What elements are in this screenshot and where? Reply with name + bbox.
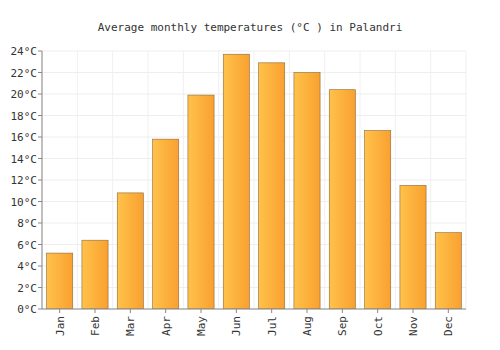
x-tick-mark xyxy=(165,309,166,313)
bar xyxy=(435,233,461,309)
tick-mark xyxy=(38,287,42,288)
y-tick-label: 14°C xyxy=(11,153,38,166)
tick-mark xyxy=(38,158,42,159)
x-tick-label: Jan xyxy=(54,316,67,336)
bar xyxy=(223,54,249,309)
x-tick-mark xyxy=(377,309,378,313)
bar xyxy=(294,73,320,310)
x-axis xyxy=(42,309,466,310)
y-tick-label: 2°C xyxy=(17,282,37,295)
bar xyxy=(259,63,285,309)
y-tick-label: 8°C xyxy=(17,217,37,230)
bar xyxy=(82,240,108,309)
tick-mark xyxy=(38,223,42,224)
bar xyxy=(117,193,143,309)
tick-mark xyxy=(38,266,42,267)
bar xyxy=(153,139,179,309)
x-tick-label: Sep xyxy=(336,316,349,336)
grid-line-v xyxy=(42,51,43,309)
chart: Average monthly temperatures (°C ) in Pa… xyxy=(0,0,500,350)
x-tick-mark xyxy=(413,309,414,313)
tick-mark xyxy=(38,137,42,138)
y-tick-label: 22°C xyxy=(11,67,38,80)
tick-mark xyxy=(38,244,42,245)
bars xyxy=(47,54,462,309)
y-tick-label: 24°C xyxy=(11,45,38,58)
y-tick-label: 18°C xyxy=(11,110,38,123)
grid-line xyxy=(42,94,466,95)
x-tick-label: Jun xyxy=(230,316,243,336)
x-tick-label: Nov xyxy=(407,316,420,336)
y-tick-label: 12°C xyxy=(11,174,38,187)
bar xyxy=(400,185,426,309)
grid-line xyxy=(42,115,466,116)
y-axis xyxy=(42,51,43,309)
title: Average monthly temperatures (°C ) in Pa… xyxy=(98,21,403,34)
grid-line xyxy=(42,180,466,181)
grid-line xyxy=(42,72,466,73)
grid-line xyxy=(42,309,466,310)
x-tick-mark xyxy=(59,309,60,313)
x-tick-mark xyxy=(130,309,131,313)
grid-line xyxy=(42,51,466,52)
bar xyxy=(47,253,73,309)
tick-mark xyxy=(38,201,42,202)
x-tick-mark xyxy=(95,309,96,313)
x-tick-mark xyxy=(201,309,202,313)
tick-mark xyxy=(38,180,42,181)
y-tick-label: 6°C xyxy=(17,239,37,252)
x-tick-label: Mar xyxy=(124,316,137,336)
tick-mark xyxy=(38,309,42,310)
y-tick-label: 4°C xyxy=(17,260,37,273)
y-tick-label: 10°C xyxy=(11,196,38,209)
x-tick-label: Feb xyxy=(89,316,102,336)
y-tick-label: 20°C xyxy=(11,88,38,101)
x-tick-mark xyxy=(342,309,343,313)
x-tick-label: Aug xyxy=(301,316,314,336)
tick-mark xyxy=(38,94,42,95)
tick-mark xyxy=(38,51,42,52)
x-tick-mark xyxy=(307,309,308,313)
x-tick-label: May xyxy=(195,316,208,336)
bar xyxy=(365,131,391,309)
x-tick-mark xyxy=(236,309,237,313)
bar xyxy=(188,95,214,309)
grid-line xyxy=(42,158,466,159)
x-tick-label: Dec xyxy=(442,316,455,336)
x-tick-label: Oct xyxy=(372,316,385,336)
grid-line xyxy=(42,137,466,138)
tick-mark xyxy=(38,115,42,116)
x-tick-label: Jul xyxy=(266,316,279,336)
y-tick-label: 0°C xyxy=(17,303,37,316)
x-tick-mark xyxy=(271,309,272,313)
x-tick-mark xyxy=(448,309,449,313)
tick-mark xyxy=(38,72,42,73)
y-tick-label: 16°C xyxy=(11,131,38,144)
bar xyxy=(329,90,355,309)
x-tick-label: Apr xyxy=(160,316,173,336)
